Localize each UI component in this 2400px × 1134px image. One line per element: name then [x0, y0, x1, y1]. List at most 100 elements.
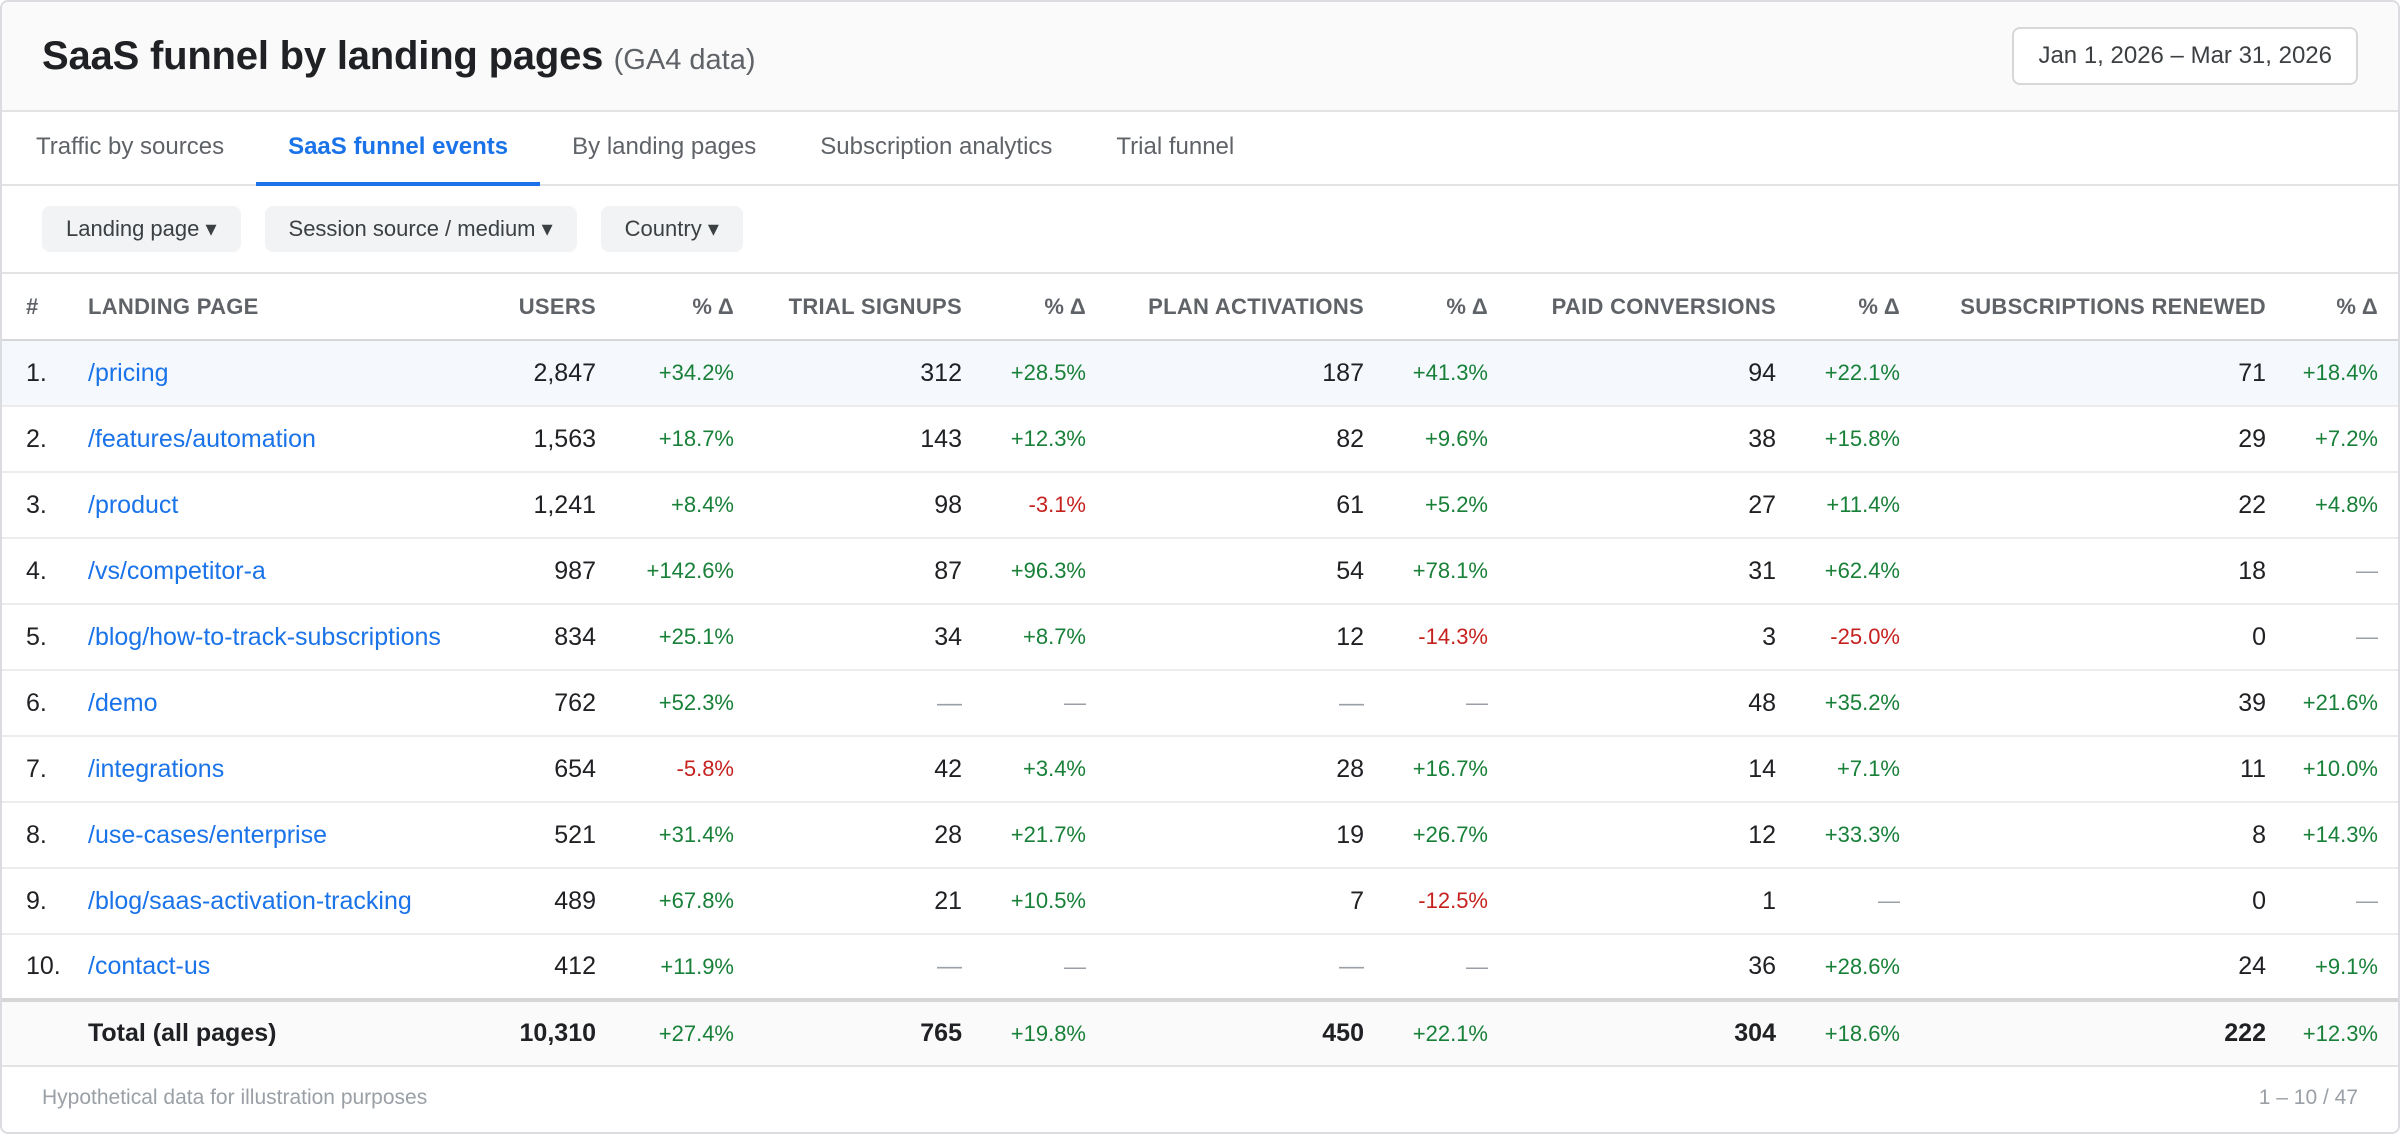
- pagination-status[interactable]: 1 – 10 / 47: [2258, 1086, 2358, 1109]
- cell-paid-delta: —: [1800, 868, 1924, 935]
- total-renew-delta: +12.3%: [2290, 998, 2398, 1067]
- cell-paid-conversions: 38: [1512, 406, 1800, 473]
- table-footer: Hypothetical data for illustration purpo…: [2, 1067, 2398, 1129]
- landing-page-link[interactable]: /use-cases/enterprise: [82, 802, 502, 869]
- cell-trial-delta: —: [986, 934, 1110, 1001]
- tab-subscription-analytics[interactable]: Subscription analytics: [820, 133, 1053, 160]
- page-title: SaaS funnel by landing pages: [42, 33, 604, 78]
- cell-trial-signups: —: [758, 670, 986, 737]
- cell-paid-delta: +11.4%: [1800, 472, 1924, 539]
- cell-plan-activations: 61: [1110, 472, 1388, 539]
- total-trials-delta: +19.8%: [986, 998, 1110, 1067]
- landing-page-link[interactable]: /pricing: [82, 340, 502, 407]
- date-range-picker[interactable]: Jan 1, 2026 – Mar 31, 2026: [2012, 27, 2358, 85]
- table-row[interactable]: 6./demo 762 +52.3% — — — —48 +35.2% 39 +21.6%: [2, 670, 2398, 737]
- cell-plan-delta: +26.7%: [1388, 802, 1512, 869]
- col-header-trial-delta[interactable]: % Δ: [986, 274, 1110, 341]
- cell-users-delta: +52.3%: [620, 670, 758, 737]
- col-header-plan-activations[interactable]: Plan activations: [1110, 274, 1388, 341]
- session-source-medium-filter[interactable]: Session source / medium ▾: [264, 206, 577, 252]
- cell-trial-signups: —: [758, 934, 986, 1001]
- cell-paid-delta: +15.8%: [1800, 406, 1924, 473]
- cell-users-delta: +11.9%: [620, 934, 758, 1001]
- cell-users: 987: [502, 538, 620, 605]
- tab-by-landing-pages[interactable]: By landing pages: [572, 133, 757, 160]
- cell-plan-activations: 28: [1110, 736, 1388, 803]
- tab-trial-funnel[interactable]: Trial funnel: [1116, 133, 1235, 160]
- total-paid: 304: [1512, 998, 1800, 1067]
- landing-page-link[interactable]: /product: [82, 472, 502, 539]
- row-index: 5.: [2, 604, 82, 671]
- cell-users-delta: +25.1%: [620, 604, 758, 671]
- table-row[interactable]: 10./contact-us 412 +11.9% — — — —36 +28.6% 24 +9.…: [2, 934, 2398, 1001]
- total-paid-delta: +18.6%: [1800, 998, 1924, 1067]
- row-index: 3.: [2, 472, 82, 539]
- page-title-group: SaaS funnel by landing pages (GA4 data): [42, 34, 755, 79]
- cell-renew-delta: +7.2%: [2290, 406, 2398, 473]
- landing-page-link[interactable]: /vs/competitor-a: [82, 538, 502, 605]
- table-row[interactable]: 9./blog/saas-activation-tracking 489 +67.8…: [2, 868, 2398, 935]
- landing-page-link[interactable]: /features/automation: [82, 406, 502, 473]
- col-header-paid-delta[interactable]: % Δ: [1800, 274, 1924, 341]
- col-header-renew-delta[interactable]: % Δ: [2290, 274, 2398, 341]
- col-header-plan-delta[interactable]: % Δ: [1388, 274, 1512, 341]
- cell-plan-activations: 187: [1110, 340, 1388, 407]
- row-index: 8.: [2, 802, 82, 869]
- total-trials: 765: [758, 998, 986, 1067]
- table-row[interactable]: 3./product 1,241 +8.4% 98 -3.1% 61 +5.2% 27 +11.…: [2, 472, 2398, 539]
- total-users-delta: +27.4%: [620, 998, 758, 1067]
- cell-plan-delta: -14.3%: [1388, 604, 1512, 671]
- cell-users: 654: [502, 736, 620, 803]
- cell-trial-delta: +21.7%: [986, 802, 1110, 869]
- row-index: 10.: [2, 934, 82, 1001]
- funnel-table: # Landing page Users % Δ Trial signups %…: [2, 274, 2398, 1067]
- cell-paid-delta: +33.3%: [1800, 802, 1924, 869]
- tab-traffic-by-sources[interactable]: Traffic by sources: [36, 133, 225, 160]
- cell-plan-activations: 12: [1110, 604, 1388, 671]
- table-row[interactable]: 7./integrations 654 -5.8% 42 +3.4% 28 +16.7% 14…: [2, 736, 2398, 803]
- cell-subscriptions-renewed: 8: [1924, 802, 2290, 869]
- cell-paid-conversions: 14: [1512, 736, 1800, 803]
- cell-plan-activations: 54: [1110, 538, 1388, 605]
- cell-users: 2,847: [502, 340, 620, 407]
- col-header-landing-page[interactable]: Landing page: [82, 274, 502, 341]
- cell-trial-signups: 21: [758, 868, 986, 935]
- cell-plan-activations: 7: [1110, 868, 1388, 935]
- cell-paid-delta: +62.4%: [1800, 538, 1924, 605]
- cell-users: 762: [502, 670, 620, 737]
- landing-page-link[interactable]: /demo: [82, 670, 502, 737]
- cell-renew-delta: —: [2290, 604, 2398, 671]
- cell-users: 1,563: [502, 406, 620, 473]
- cell-subscriptions-renewed: 29: [1924, 406, 2290, 473]
- cell-subscriptions-renewed: 11: [1924, 736, 2290, 803]
- landing-page-link[interactable]: /integrations: [82, 736, 502, 803]
- cell-users-delta: -5.8%: [620, 736, 758, 803]
- cell-plan-delta: +5.2%: [1388, 472, 1512, 539]
- landing-page-link[interactable]: /blog/saas-activation-tracking: [82, 868, 502, 935]
- cell-plan-delta: -12.5%: [1388, 868, 1512, 935]
- cell-trial-signups: 42: [758, 736, 986, 803]
- col-header-users[interactable]: Users: [502, 274, 620, 341]
- cell-plan-delta: —: [1388, 934, 1512, 1001]
- footnote: Hypothetical data for illustration purpo…: [42, 1086, 428, 1109]
- table-row[interactable]: 5./blog/how-to-track-subscriptions 834 +25…: [2, 604, 2398, 671]
- cell-trial-delta: +96.3%: [986, 538, 1110, 605]
- landing-page-link[interactable]: /blog/how-to-track-subscriptions: [82, 604, 502, 671]
- table-row[interactable]: 1./pricing 2,847 +34.2% 312 +28.5% 187 +41.3% 9…: [2, 340, 2398, 407]
- report-header: SaaS funnel by landing pages (GA4 data) …: [2, 2, 2398, 112]
- cell-trial-delta: -3.1%: [986, 472, 1110, 539]
- cell-trial-signups: 143: [758, 406, 986, 473]
- table-row[interactable]: 2./features/automation 1,563 +18.7% 143 +12.…: [2, 406, 2398, 473]
- table-row[interactable]: 8./use-cases/enterprise 521 +31.4% 28 +21.7%…: [2, 802, 2398, 869]
- col-header-trial-signups[interactable]: Trial signups: [758, 274, 986, 341]
- landing-page-link[interactable]: /contact-us: [82, 934, 502, 1001]
- table-row[interactable]: 4./vs/competitor-a 987 +142.6% 87 +96.3% 54 +7…: [2, 538, 2398, 605]
- col-header-paid-conversions[interactable]: Paid conversions: [1512, 274, 1800, 341]
- country-filter[interactable]: Country ▾: [600, 206, 743, 252]
- col-header-subscriptions-renewed[interactable]: Subscriptions renewed: [1924, 274, 2290, 341]
- tab-saas-funnel-events[interactable]: SaaS funnel events: [256, 112, 541, 186]
- col-header-users-delta[interactable]: % Δ: [620, 274, 758, 341]
- row-index: 6.: [2, 670, 82, 737]
- landing-page-filter[interactable]: Landing page ▾: [42, 206, 241, 252]
